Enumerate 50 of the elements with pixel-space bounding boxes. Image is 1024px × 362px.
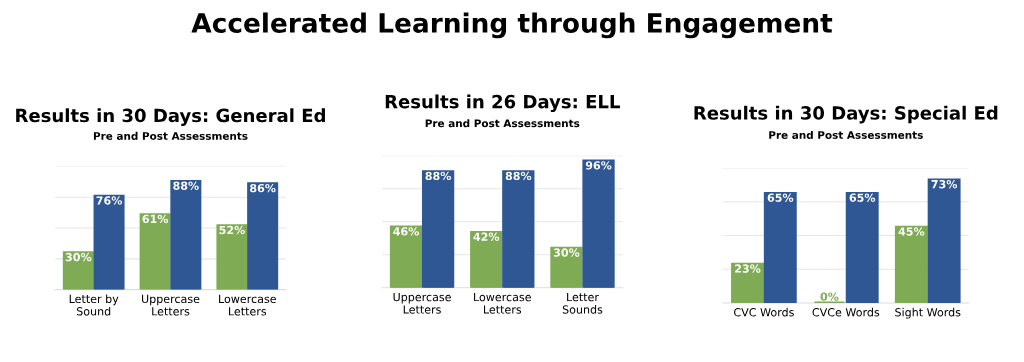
x-tick-label: CVC Words	[734, 307, 794, 317]
data-label: 45%	[898, 227, 925, 236]
text: Accelerated Learning through Engagement	[191, 12, 833, 39]
data-label: 30%	[65, 252, 92, 262]
bar	[62, 251, 94, 290]
bar	[247, 182, 279, 290]
x-tick-label: Sight Words	[895, 307, 961, 319]
bar	[421, 170, 455, 288]
data-label: 0%	[820, 292, 839, 301]
bar	[894, 225, 928, 303]
bar	[731, 262, 764, 303]
bar	[845, 191, 879, 303]
data-label: 76%	[96, 196, 122, 205]
data-label: 86%	[250, 183, 276, 193]
chart-subtitle: Pre and Post Assessments	[93, 131, 248, 140]
bar	[170, 179, 202, 290]
x-tick-label: Letter by Sound	[69, 294, 119, 316]
x-tick-label: Lowercase Letters	[474, 292, 531, 314]
chart-title: Results in 26 Days: ELL	[385, 94, 620, 113]
x-tick-label: Letter Sounds	[562, 292, 603, 314]
x-tick-label: Uppercase Letters	[393, 292, 451, 314]
data-label: 65%	[849, 193, 876, 202]
data-label: 46%	[393, 227, 419, 236]
data-label: 23%	[735, 264, 761, 273]
bar	[389, 225, 423, 288]
chart-title: Results in 30 Days: Special Ed	[694, 105, 998, 124]
chart-subtitle: Pre and Post Assessments	[769, 130, 923, 139]
data-label: 96%	[585, 161, 612, 170]
data-label: 30%	[553, 248, 580, 257]
x-tick-label: Uppercase Letters	[141, 294, 200, 316]
bar	[470, 230, 503, 288]
bar	[216, 224, 248, 290]
data-label: 88%	[173, 181, 199, 190]
data-label: 65%	[767, 193, 794, 202]
bar	[93, 194, 125, 290]
data-label: 73%	[931, 179, 958, 189]
bar	[927, 178, 961, 303]
data-label: 88%	[425, 171, 452, 181]
data-label: 61%	[142, 214, 169, 224]
bar	[763, 191, 797, 303]
bar	[139, 213, 171, 290]
bar	[582, 159, 615, 288]
data-label: 88%	[505, 171, 532, 181]
chart-title: Results in 30 Days: General Ed	[16, 108, 325, 126]
chart-subtitle: Pre and Post Assessments	[425, 119, 580, 128]
x-tick-label: CVCe Words	[812, 307, 880, 317]
data-label: 42%	[473, 232, 500, 241]
data-label: 52%	[219, 225, 245, 235]
bar	[502, 170, 535, 288]
x-tick-label: Lowercase Letters	[219, 294, 276, 316]
